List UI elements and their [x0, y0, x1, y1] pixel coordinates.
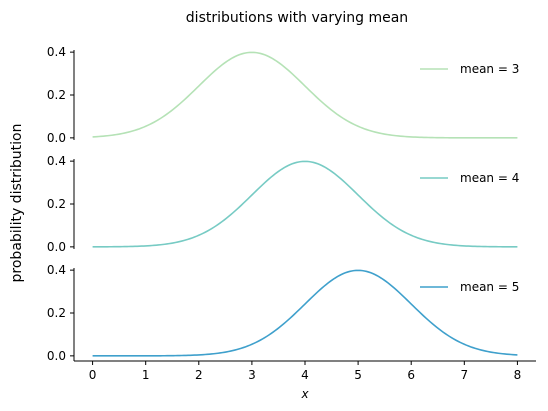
legend-label: mean = 4 [460, 171, 519, 185]
series-line [92, 269, 518, 357]
series-line [92, 160, 518, 248]
y-tick-label: 0.0 [47, 349, 66, 363]
x-tick-label: 5 [354, 368, 362, 382]
y-tick-label: 0.4 [47, 45, 66, 59]
y-tick-label: 0.0 [47, 240, 66, 254]
x-tick-label: 1 [142, 368, 150, 382]
series-line [92, 51, 518, 139]
x-tick-label: 4 [301, 368, 309, 382]
y-tick-label: 0.2 [47, 88, 66, 102]
y-axis-label: probability distribution [9, 124, 25, 283]
y-tick-label: 0.2 [47, 306, 66, 320]
x-tick-label: 7 [460, 368, 468, 382]
panel-2: 0.0 0.2 0.4 mean = 4 [47, 154, 519, 254]
x-tick-label: 3 [248, 368, 256, 382]
x-tick-label: 8 [514, 368, 522, 382]
legend-label: mean = 5 [460, 280, 519, 294]
x-axis: 0 1 2 3 4 5 6 7 8 [74, 360, 536, 382]
y-tick-label: 0.4 [47, 263, 66, 277]
x-axis-label: x [300, 387, 309, 401]
x-tick-label: 0 [89, 368, 97, 382]
y-tick-label: 0.0 [47, 131, 66, 145]
panel-1: 0.0 0.2 0.4 mean = 3 [47, 45, 519, 145]
chart-title: distributions with varying mean [186, 10, 408, 26]
y-tick-label: 0.4 [47, 154, 66, 168]
x-tick-label: 6 [407, 368, 415, 382]
legend-label: mean = 3 [460, 62, 519, 76]
y-tick-label: 0.2 [47, 197, 66, 211]
panel-3: 0.0 0.2 0.4 mean = 5 [47, 263, 519, 363]
x-tick-label: 2 [195, 368, 203, 382]
panels: 0.0 0.2 0.4 mean = 3 0.0 0.2 0.4 mean = 4 0.0 0.2… [47, 45, 536, 382]
